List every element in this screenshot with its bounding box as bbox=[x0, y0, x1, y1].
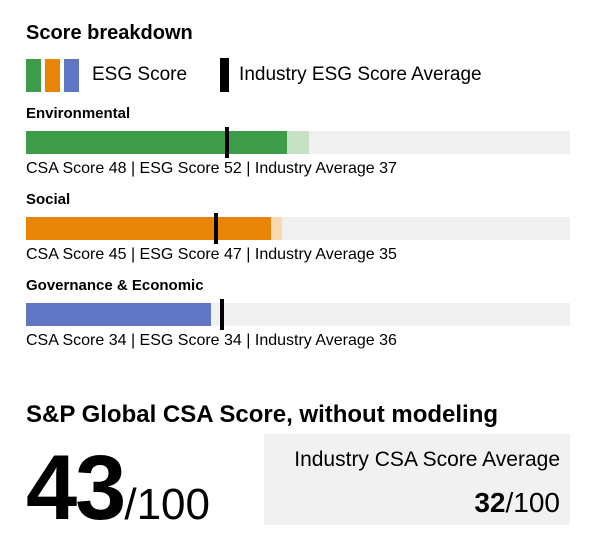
summary-heading: S&P Global CSA Score, without modeling bbox=[26, 401, 499, 428]
section-label: Governance & Economic bbox=[26, 277, 204, 294]
blue-swatch-icon bbox=[64, 58, 79, 92]
score-section: Governance & Economic CSA Score 34 | ESG… bbox=[26, 278, 570, 350]
industry-average-box-label: Industry CSA Score Average bbox=[294, 448, 560, 471]
csa-score-value: 43/100 bbox=[26, 442, 210, 534]
esg-score-legend-icon bbox=[26, 58, 79, 92]
summary-score-row: 43/100 Industry CSA Score Average 32/100 bbox=[26, 434, 570, 534]
csa-score-denominator: /100 bbox=[124, 480, 210, 529]
industry-average-tick bbox=[214, 213, 219, 244]
score-section: Environmental CSA Score 48 | ESG Score 5… bbox=[26, 106, 570, 178]
industry-average-tick-icon bbox=[220, 58, 230, 92]
industry-average-tick bbox=[219, 299, 224, 330]
score-bar-track bbox=[26, 299, 570, 330]
score-section: Social CSA Score 45 | ESG Score 47 | Ind… bbox=[26, 192, 570, 264]
green-swatch-icon bbox=[26, 58, 41, 92]
orange-swatch-icon bbox=[45, 58, 60, 92]
industry-average-number: 32 bbox=[474, 487, 506, 518]
score-caption: CSA Score 34 | ESG Score 34 | Industry A… bbox=[26, 332, 397, 349]
page-title: Score breakdown bbox=[26, 22, 193, 44]
csa-score-bar bbox=[26, 131, 288, 154]
legend: ESG Score Industry ESG Score Average bbox=[26, 58, 570, 92]
csa-score-bar bbox=[26, 217, 271, 240]
csa-score-bar bbox=[26, 303, 211, 326]
industry-average-legend-label: Industry ESG Score Average bbox=[239, 64, 482, 85]
industry-average-box: Industry CSA Score Average 32/100 bbox=[264, 434, 570, 525]
section-label: Environmental bbox=[26, 105, 131, 122]
industry-average-denominator: /100 bbox=[505, 487, 561, 518]
esg-score-legend-label: ESG Score bbox=[92, 64, 188, 85]
score-sections: Environmental CSA Score 48 | ESG Score 5… bbox=[26, 106, 570, 350]
score-caption: CSA Score 48 | ESG Score 52 | Industry A… bbox=[26, 160, 397, 177]
score-bar-track bbox=[26, 127, 570, 158]
section-label: Social bbox=[26, 191, 71, 208]
score-bar-track bbox=[26, 213, 570, 244]
csa-score-number: 43 bbox=[26, 437, 126, 539]
industry-average-tick bbox=[225, 127, 230, 158]
industry-average-box-value: 32/100 bbox=[274, 488, 560, 518]
score-caption: CSA Score 45 | ESG Score 47 | Industry A… bbox=[26, 246, 397, 263]
